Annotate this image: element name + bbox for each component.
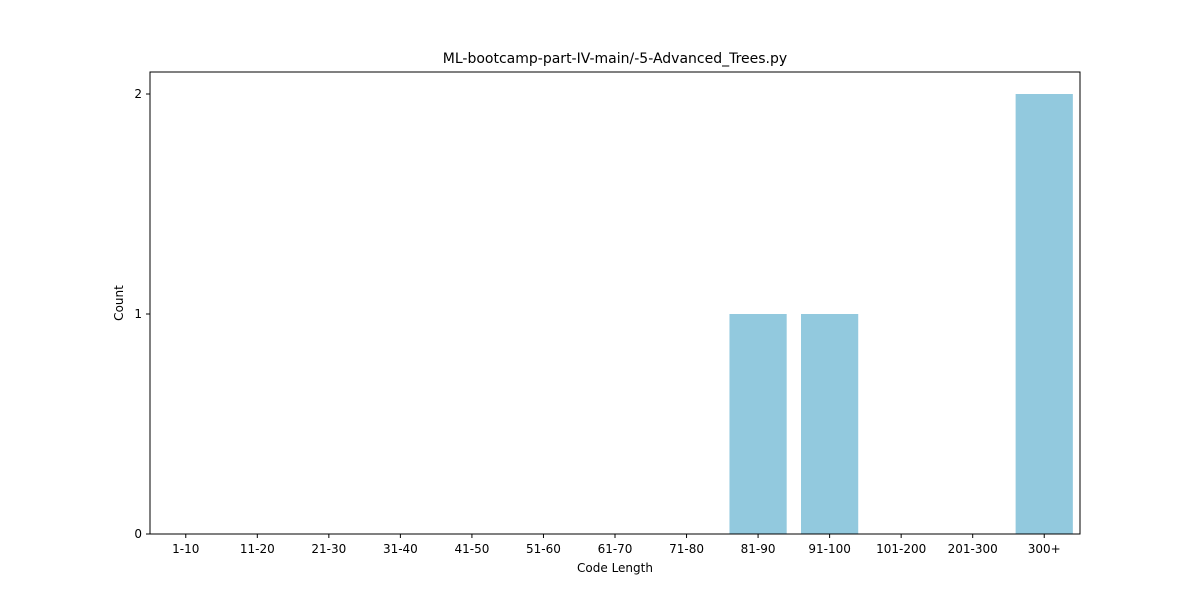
x-tick-label: 21-30: [311, 542, 346, 556]
x-tick-label: 1-10: [172, 542, 199, 556]
y-tick-label: 0: [134, 527, 142, 541]
x-tick-label: 41-50: [454, 542, 489, 556]
y-tick-label: 1: [134, 307, 142, 321]
bars-group: [729, 94, 1073, 534]
x-tick-label: 91-100: [808, 542, 851, 556]
x-tick-label: 51-60: [526, 542, 561, 556]
x-tick-label: 61-70: [598, 542, 633, 556]
plot-frame: [149, 71, 1081, 535]
x-tick-label: 101-200: [876, 542, 926, 556]
x-tick-label: 71-80: [669, 542, 704, 556]
bar-81-90: [729, 314, 787, 534]
x-tick-label: 201-300: [948, 542, 998, 556]
y-axis-ticks: 0 1 2: [134, 87, 150, 541]
x-tick-label: 11-20: [240, 542, 275, 556]
x-tick-label: 81-90: [741, 542, 776, 556]
x-tick-label: 300+: [1028, 542, 1061, 556]
y-axis-label: Count: [112, 285, 126, 321]
chart-title: ML-bootcamp-part-IV-main/-5-Advanced_Tre…: [443, 51, 787, 67]
x-tick-label: 31-40: [383, 542, 418, 556]
y-tick-label: 2: [134, 87, 142, 101]
x-axis-label: Code Length: [577, 561, 653, 575]
bar-300+: [1015, 94, 1073, 534]
bar-91-100: [801, 314, 859, 534]
x-axis-ticks: 1-10 11-20 21-30 31-40 41-50 51-60 61-70 71-80 8…: [172, 534, 1061, 556]
